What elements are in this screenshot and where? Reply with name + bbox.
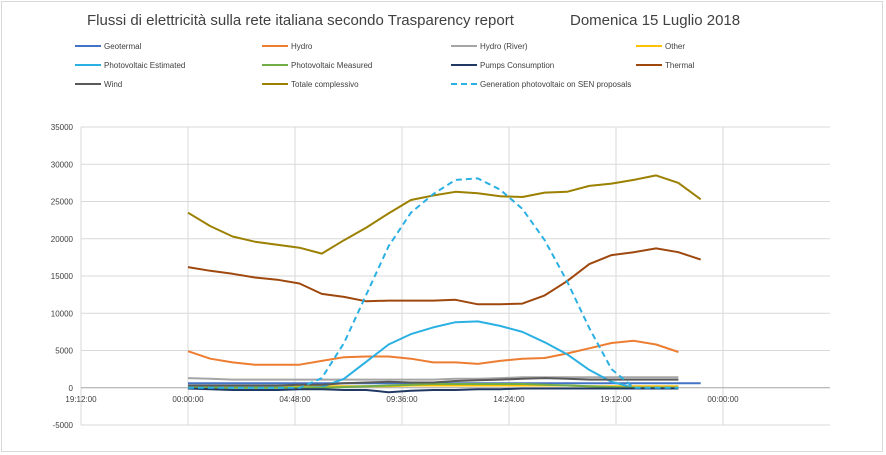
legend-label: Pumps Consumption (480, 60, 555, 70)
x-tick-label: 19:12:00 (600, 395, 632, 404)
y-tick-label: 15000 (51, 272, 74, 281)
x-tick-label: 14:24:00 (493, 395, 525, 404)
series-line-pumps-consumption (187, 387, 679, 394)
y-tick-label: 0 (69, 384, 74, 393)
legend: Geotermal Hydro Hydro (River) Other Photovol… (0, 0, 886, 100)
series-line-hydro-river (187, 376, 679, 381)
x-tick-label: 00:00:00 (707, 395, 739, 404)
legend-swatch (451, 64, 477, 66)
legend-item-pumps-consumption: Pumps Consumption (451, 58, 554, 72)
y-tick-label: 10000 (51, 309, 74, 318)
legend-item-geotermal: Geotermal (75, 39, 141, 53)
series-line-totale-complessivo (187, 174, 702, 255)
legend-label: Generation photovoltaic on SEN proposals (480, 79, 632, 89)
legend-item-totale-complessivo: Totale complessivo (262, 77, 359, 91)
y-tick-label: 20000 (51, 235, 74, 244)
chart-subtitle: Domenica 15 Luglio 2018 (570, 12, 741, 29)
legend-swatch (451, 45, 477, 47)
legend-label: Hydro (291, 41, 313, 51)
legend-item-hydro-river: Hydro (River) (451, 39, 528, 53)
legend-swatch (75, 64, 101, 66)
legend-label: Thermal (665, 60, 695, 70)
legend-swatch (451, 83, 477, 85)
legend-item-other: Other (636, 39, 685, 53)
legend-item-photovoltaic-measured: Photovoltaic Measured (262, 58, 372, 72)
x-tick-label: 19:12:00 (65, 395, 97, 404)
legend-swatch (262, 45, 288, 47)
series-line-hydro (187, 339, 679, 366)
legend-label: Other (665, 41, 686, 51)
series-line-wind (188, 377, 679, 387)
legend-label: Hydro (River) (480, 41, 528, 51)
x-tick-label: 04:48:00 (279, 395, 311, 404)
legend-swatch (75, 45, 101, 47)
y-tick-label: 35000 (51, 123, 74, 132)
legend-item-wind: Wind (75, 77, 122, 91)
x-tick-label: 09:36:00 (386, 395, 418, 404)
series-line-thermal (187, 247, 702, 306)
legend-item-generation-photovoltaic-on-sen-proposals: Generation photovoltaic on SEN proposals (451, 77, 631, 91)
legend-item-photovoltaic-estimated: Photovoltaic Estimated (75, 58, 185, 72)
y-tick-label: -5000 (53, 421, 74, 430)
legend-swatch (75, 83, 101, 85)
legend-label: Photovoltaic Estimated (104, 60, 186, 70)
x-tick-label: 00:00:00 (172, 395, 204, 404)
series-line-photovoltaic-estimated (188, 320, 679, 389)
legend-swatch (262, 64, 288, 66)
legend-label: Photovoltaic Measured (291, 60, 373, 70)
legend-swatch (262, 83, 288, 85)
legend-label: Totale complessivo (291, 79, 359, 89)
legend-swatch (636, 64, 662, 66)
y-tick-label: 25000 (51, 198, 74, 207)
legend-item-hydro: Hydro (262, 39, 312, 53)
y-tick-label: 30000 (51, 160, 74, 169)
chart-title: Flussi di elettricità sulla rete italian… (87, 12, 514, 29)
legend-item-thermal: Thermal (636, 58, 694, 72)
legend-label: Wind (104, 79, 123, 89)
series-line-generation-photovoltaic-on-sen-proposals (188, 177, 679, 389)
y-tick-label: 5000 (55, 347, 73, 356)
legend-label: Geotermal (104, 41, 142, 51)
legend-swatch (636, 45, 662, 47)
